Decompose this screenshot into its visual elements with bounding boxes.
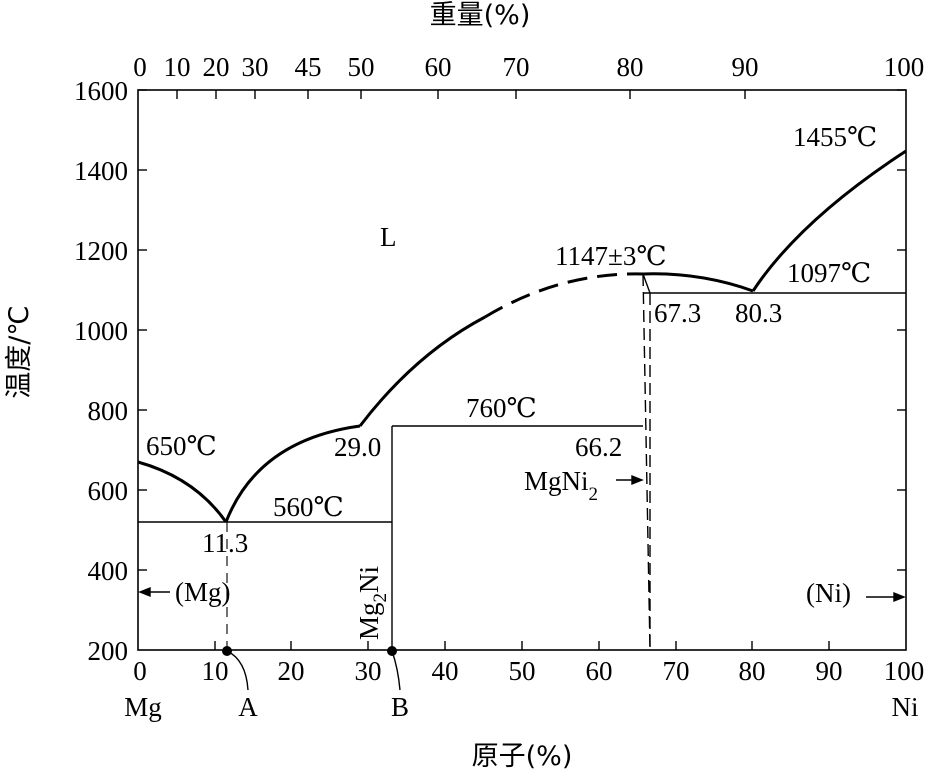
y-tick-1200: 1200	[74, 236, 128, 266]
bottom-tick-60: 60	[586, 656, 613, 686]
bottom-tick-80: 80	[739, 656, 766, 686]
x-top-tick-marks	[176, 90, 746, 99]
y-tick-1400: 1400	[74, 156, 128, 186]
liquidus-lines	[137, 149, 907, 523]
top-tick-60: 60	[425, 52, 452, 82]
bottom-tick-20: 20	[278, 656, 305, 686]
y-tick-1000: 1000	[74, 316, 128, 346]
eutectic-2-temp-label: 1097℃	[787, 258, 871, 288]
plot-frame	[137, 89, 907, 651]
bottom-end-label-mg: Mg	[124, 692, 162, 722]
top-tick-0: 0	[133, 52, 147, 82]
top-tick-30: 30	[242, 52, 269, 82]
top-tick-50: 50	[348, 52, 375, 82]
phase-arrows	[138, 474, 906, 603]
ni-melting-label: 1455℃	[793, 122, 877, 152]
bottom-axis-title: 原子(%)	[472, 741, 573, 772]
top-tick-70: 70	[503, 52, 530, 82]
mgni2-max-label: 1147±3℃	[555, 241, 667, 271]
top-axis-title: 重量(%)	[430, 0, 531, 31]
bottom-tick-10: 10	[202, 656, 229, 686]
compound-boundaries	[226, 273, 651, 651]
bottom-axis: 0 10 20 30 40 50 60 70 80 90 100 Mg Ni A…	[124, 656, 924, 772]
eutectic-2-left-label: 67.3	[654, 298, 701, 328]
top-tick-20: 20	[203, 52, 230, 82]
marker-b-label: B	[391, 692, 409, 722]
mgni2-compound-label: MgNi2	[524, 466, 598, 505]
top-tick-90: 90	[732, 52, 759, 82]
top-tick-100: 100	[884, 52, 925, 82]
y-tick-400: 400	[88, 556, 129, 586]
eutectic-1-comp-label: 11.3	[202, 528, 248, 558]
mg2ni-compound-label: Mg2Ni	[354, 566, 391, 640]
composition-markers	[222, 646, 401, 691]
mg-phase-label: (Mg)	[175, 577, 231, 607]
peritectic-temp-label: 760℃	[466, 393, 537, 423]
bottom-end-label-ni: Ni	[892, 692, 919, 722]
eutectic-2-comp-label: 80.3	[735, 298, 782, 328]
bottom-tick-90: 90	[816, 656, 843, 686]
peritectic-solid-comp-label: 66.2	[575, 432, 622, 462]
top-tick-45: 45	[295, 52, 322, 82]
marker-a-label: A	[238, 692, 258, 722]
mg-melting-label: 650℃	[146, 431, 217, 461]
invariant-lines	[138, 292, 906, 523]
bottom-tick-50: 50	[509, 656, 536, 686]
x-bottom-tick-marks	[214, 641, 830, 650]
liquid-region-label: L	[380, 222, 397, 252]
bottom-tick-0: 0	[133, 656, 147, 686]
eutectic-1-temp-label: 560℃	[273, 492, 344, 522]
bottom-tick-40: 40	[432, 656, 459, 686]
peritectic-liquid-comp-label: 29.0	[334, 432, 381, 462]
bottom-tick-100: 100	[884, 656, 925, 686]
top-axis: 重量(%) 0 10 20 30 45 50 60 70 80 90 100	[133, 0, 924, 82]
bottom-tick-30: 30	[355, 656, 382, 686]
left-axis: 200 400 600 800 1000 1200 1400 1600	[74, 76, 128, 666]
y-tick-marks	[138, 89, 906, 571]
y-tick-600: 600	[88, 476, 129, 506]
y-tick-800: 800	[88, 396, 129, 426]
top-tick-80: 80	[617, 52, 644, 82]
ni-phase-label: (Ni)	[806, 578, 851, 608]
y-tick-200: 200	[88, 636, 129, 666]
left-axis-title: 温度/℃	[4, 305, 35, 398]
annotations: L 650℃ 560℃ 11.3 760℃ 29.0 66.2 1147±3℃ …	[146, 122, 877, 640]
y-tick-1600: 1600	[74, 76, 128, 106]
top-tick-10: 10	[164, 52, 191, 82]
bottom-tick-70: 70	[663, 656, 690, 686]
